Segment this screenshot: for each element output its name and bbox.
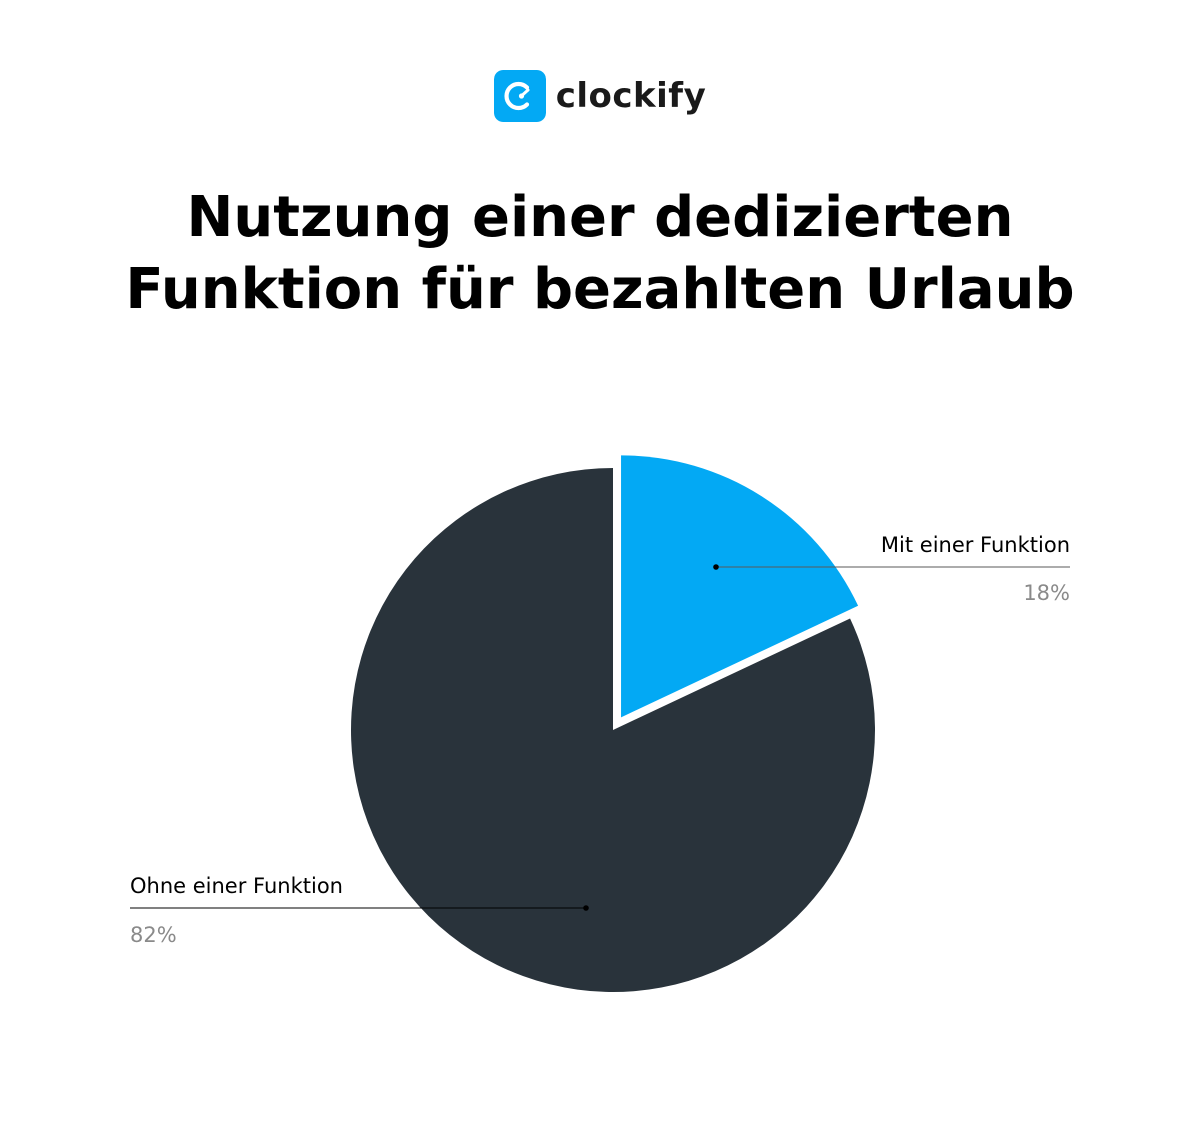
slice-value-mit-einer-funktion: 18% [1023,581,1070,605]
leader-dot-ohne-einer-funktion [583,905,589,911]
slice-label-ohne-einer-funktion: Ohne einer Funktion [130,874,343,898]
slice-label-mit-einer-funktion: Mit einer Funktion [881,533,1070,557]
slice-value-ohne-einer-funktion: 82% [130,923,177,947]
chart-title: Nutzung einer dedizierten Funktion für b… [0,182,1200,326]
chart-title-line-2: Funktion für bezahlten Urlaub [125,257,1075,322]
pie-slice-ohne-einer-funktion [351,468,876,992]
brand-name: clockify [555,76,707,116]
chart-title-line-1: Nutzung einer dedizierten [186,185,1014,250]
brand: clockify [0,70,1200,122]
pie-slice-mit-einer-funktion [621,455,859,718]
clockify-logo-icon [493,70,546,122]
leader-dot-mit-einer-funktion [713,564,719,570]
